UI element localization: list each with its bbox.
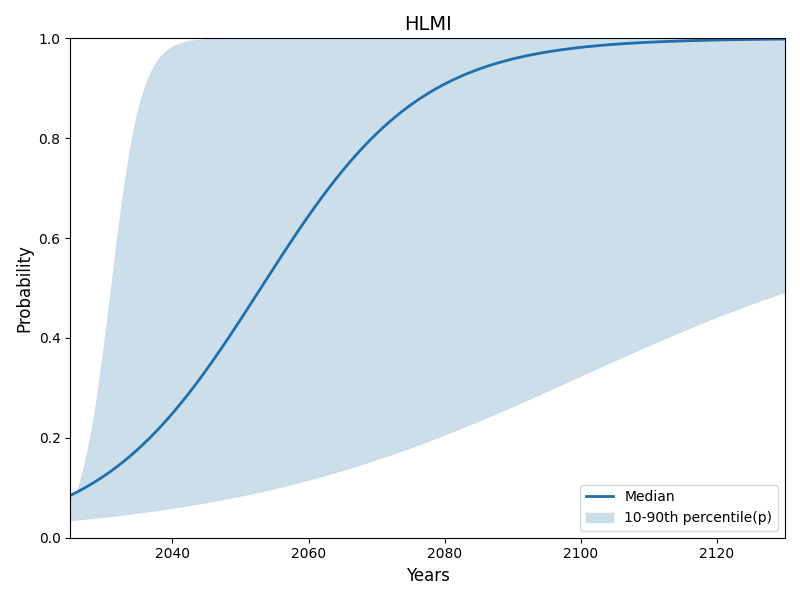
Line: Median: Median <box>70 39 785 496</box>
Median <box>66 492 75 499</box>
Legend: Median, 10-90th percentile(p): Median, 10-90th percentile(p) <box>580 485 778 531</box>
Median <box>780 35 790 43</box>
Median <box>102 470 111 478</box>
Title: HLMI: HLMI <box>404 15 451 34</box>
Median <box>759 35 769 43</box>
Median <box>628 40 638 47</box>
Median <box>413 97 422 104</box>
X-axis label: Years: Years <box>406 567 450 585</box>
Y-axis label: Probability: Probability <box>15 244 33 332</box>
Median <box>394 110 404 118</box>
Median <box>759 35 769 43</box>
